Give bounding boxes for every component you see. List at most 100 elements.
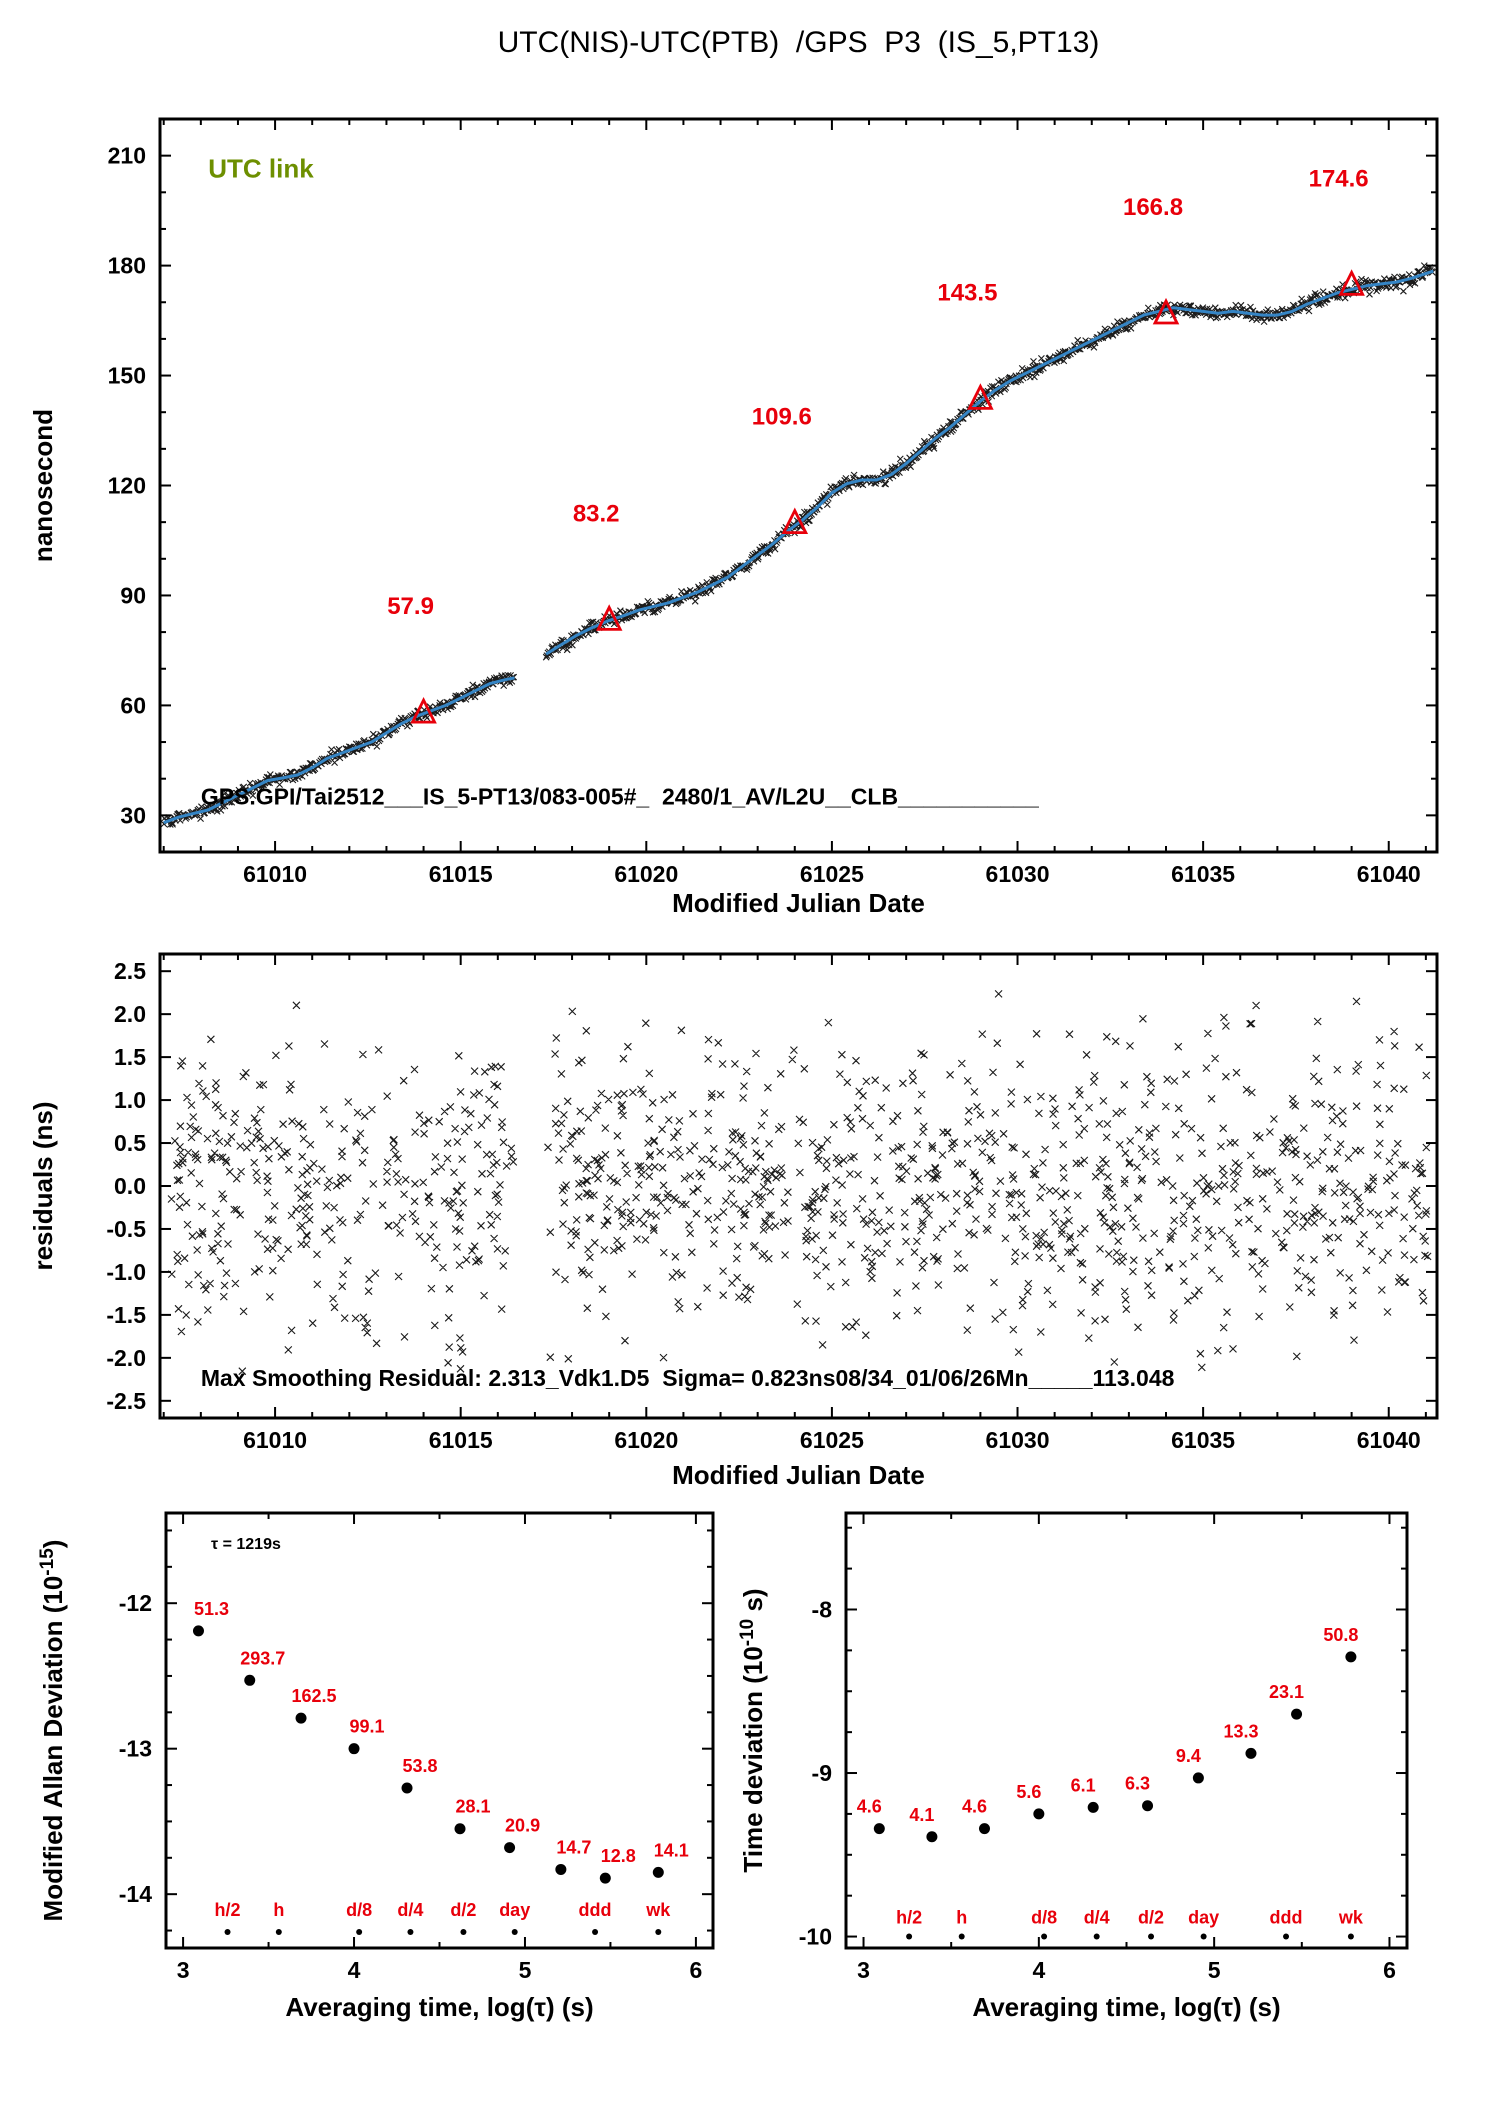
y-tick-label: -10 <box>799 1924 832 1950</box>
point-label: 6.1 <box>1071 1775 1096 1795</box>
duration-dot <box>511 1928 518 1935</box>
x-axis-label: Modified Julian Date <box>672 1460 925 1490</box>
calibration-marker <box>781 507 809 535</box>
x-tick-label: 61010 <box>243 861 307 887</box>
calibration-marker <box>595 604 623 631</box>
calibration-marker <box>1152 297 1180 325</box>
y-tick-label: -1.0 <box>106 1259 146 1285</box>
duration-dot <box>1283 1933 1290 1940</box>
point-label: 28.1 <box>455 1797 490 1817</box>
calibration-label: 174.6 <box>1309 165 1369 192</box>
deviation-point <box>599 1872 611 1884</box>
deviation-point <box>1291 1708 1303 1720</box>
x-tick-label: 3 <box>177 1957 190 1983</box>
point-label: 20.9 <box>505 1816 540 1836</box>
x-tick-label: 3 <box>857 1957 870 1983</box>
y-axis-label: residuals (ns) <box>28 1101 58 1270</box>
deviation-point <box>1033 1808 1045 1820</box>
x-tick-label: 4 <box>348 1957 361 1983</box>
deviation-point <box>1245 1747 1257 1759</box>
x-tick-label: 5 <box>519 1957 532 1983</box>
point-label: 13.3 <box>1223 1721 1258 1741</box>
x-tick-label: 61020 <box>614 861 678 887</box>
duration-label: day <box>1188 1907 1219 1927</box>
calibration-label: 83.2 <box>573 500 620 527</box>
footer-annotation: GPS.GPI/Tai2512___IS_5-PT13/083-005#_ 24… <box>201 783 1039 809</box>
deviation-point <box>192 1625 204 1637</box>
calibration-marker <box>967 383 994 410</box>
calibration-label: 109.6 <box>752 404 812 431</box>
deviation-point <box>555 1863 567 1875</box>
plot-border <box>844 1511 1409 1950</box>
x-tick-label: 5 <box>1208 1957 1221 1983</box>
point-label: 4.6 <box>857 1797 882 1817</box>
duration-dot <box>592 1928 599 1935</box>
y-tick-label: 120 <box>108 473 146 499</box>
y-tick-label: 90 <box>120 582 146 608</box>
x-tick-label: 61015 <box>429 861 493 887</box>
y-tick-label: -8 <box>812 1596 833 1622</box>
calibration-marker <box>1338 269 1365 296</box>
y-tick-label: 30 <box>120 802 146 828</box>
duration-label: wk <box>1338 1907 1364 1927</box>
x-tick-label: 61020 <box>614 1427 678 1453</box>
y-tick-label: 1.0 <box>114 1087 146 1113</box>
y-tick-label: 180 <box>108 253 146 279</box>
y-axis-label: Time deviation (10-10 s) <box>737 1588 768 1872</box>
calibration-marker <box>410 696 437 724</box>
deviation-point <box>926 1831 938 1843</box>
point-label: 50.8 <box>1323 1625 1358 1645</box>
point-label: 9.4 <box>1176 1746 1201 1766</box>
duration-label: wk <box>645 1900 671 1920</box>
deviation-point <box>401 1782 413 1794</box>
y-tick-label: 2.0 <box>114 1001 146 1027</box>
y-tick-label: -14 <box>119 1881 152 1907</box>
duration-label: day <box>499 1900 530 1920</box>
duration-label: h <box>956 1907 967 1927</box>
deviation-point <box>454 1823 466 1835</box>
duration-dot <box>1347 1933 1354 1940</box>
deviation-point <box>652 1866 664 1878</box>
duration-dot <box>1200 1933 1207 1940</box>
y-tick-label: 150 <box>108 363 146 389</box>
point-label: 12.8 <box>601 1846 636 1866</box>
point-label: 53.8 <box>402 1756 437 1776</box>
x-tick-label: 61030 <box>986 1427 1050 1453</box>
x-tick-label: 61010 <box>243 1427 307 1453</box>
duration-dot <box>460 1928 467 1935</box>
x-tick-label: 61030 <box>986 861 1050 887</box>
tau-note: τ = 1219s <box>211 1536 281 1553</box>
deviation-point <box>348 1743 360 1755</box>
y-axis-label: nanosecond <box>28 409 58 562</box>
y-axis-label: Modified Allan Deviation (10-15) <box>37 1540 68 1922</box>
duration-dot <box>958 1933 965 1940</box>
measurement-scatter <box>160 262 1436 828</box>
deviation-point <box>1087 1801 1099 1813</box>
duration-dot <box>1148 1933 1155 1940</box>
tdev-panel: 3 4 5 6 -8 -9 -10 h/2 h d/8 d/4 d/2 day ddd wk 4.6 4.1 4.… <box>799 1511 1409 1983</box>
y-tick-label: -2.5 <box>106 1388 146 1414</box>
point-label: 99.1 <box>350 1717 385 1737</box>
y-tick-label: 2.5 <box>114 958 146 984</box>
duration-label: h/2 <box>896 1907 922 1927</box>
x-tick-label: 61025 <box>800 861 864 887</box>
y-tick-label: -13 <box>119 1736 152 1762</box>
x-tick-label: 6 <box>690 1957 703 1983</box>
duration-label: d/8 <box>1031 1907 1057 1927</box>
point-label: 4.1 <box>909 1805 934 1825</box>
y-tick-label: -1.5 <box>106 1302 146 1328</box>
duration-label: d/2 <box>450 1900 476 1920</box>
point-label: 4.6 <box>962 1797 987 1817</box>
x-tick-label: 61025 <box>800 1427 864 1453</box>
point-label: 293.7 <box>240 1648 285 1668</box>
smoothed-line <box>163 676 515 825</box>
point-label: 14.7 <box>556 1837 591 1857</box>
point-label: 23.1 <box>1269 1682 1304 1702</box>
x-axis-label: Averaging time, log(τ) (s) <box>972 1992 1280 2022</box>
duration-label: h/2 <box>215 1900 241 1920</box>
x-tick-label: 4 <box>1032 1957 1045 1983</box>
deviation-point <box>1142 1800 1154 1812</box>
utc-link-label: UTC link <box>208 154 314 184</box>
page-title: UTC(NIS)-UTC(PTB) /GPS P3 (IS_5,PT13) <box>497 26 1100 59</box>
